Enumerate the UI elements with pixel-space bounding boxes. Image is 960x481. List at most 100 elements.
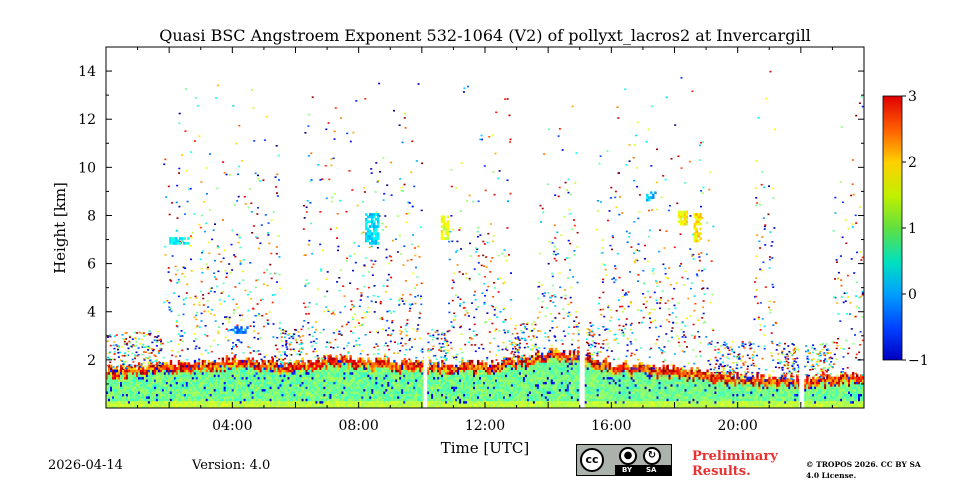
heatmap-cell bbox=[568, 383, 572, 387]
heatmap-cell bbox=[556, 405, 560, 408]
heatmap-cell bbox=[291, 396, 294, 399]
heatmap-cell bbox=[341, 405, 344, 408]
heatmap-cell bbox=[281, 400, 284, 404]
heatmap-cell bbox=[588, 357, 592, 361]
heatmap-cell bbox=[309, 362, 312, 366]
heatmap-cell bbox=[598, 369, 602, 373]
heatmap-cell bbox=[259, 388, 262, 392]
heatmap-cell bbox=[137, 379, 141, 382]
heatmap-cell bbox=[536, 405, 540, 408]
heatmap-cell bbox=[122, 398, 125, 402]
heatmap-cell bbox=[556, 391, 560, 395]
heatmap-cell bbox=[532, 403, 536, 407]
heatmap-cell bbox=[548, 396, 552, 399]
heatmap-cell bbox=[137, 369, 141, 373]
heatmap-cell bbox=[233, 400, 237, 404]
heatmap-cell bbox=[359, 388, 362, 392]
heatmap-cell bbox=[445, 371, 448, 375]
heatmap-cell bbox=[435, 393, 438, 397]
heatmap-cell bbox=[267, 367, 270, 370]
heatmap-cell bbox=[608, 391, 612, 395]
heatmap-cell bbox=[199, 371, 203, 375]
heatmap-cell bbox=[341, 393, 344, 397]
heatmap-cell bbox=[572, 396, 576, 399]
heatmap-cell bbox=[359, 379, 362, 382]
heatmap-cell bbox=[161, 386, 165, 390]
heatmap-cell bbox=[209, 369, 213, 373]
heatmap-cell bbox=[221, 369, 225, 373]
heatmap-cell bbox=[293, 367, 296, 370]
heatmap-cell bbox=[193, 367, 197, 370]
heatmap-cell bbox=[315, 383, 318, 387]
heatmap-cell bbox=[213, 359, 217, 363]
heatmap-cell bbox=[604, 381, 608, 385]
heatmap-cell bbox=[221, 386, 225, 390]
heatmap-cell bbox=[303, 383, 306, 387]
heatmap-cell bbox=[155, 383, 159, 387]
heatmap-cell bbox=[355, 376, 358, 380]
heatmap-cell bbox=[598, 405, 602, 408]
heatmap-cell bbox=[359, 386, 362, 390]
heatmap-cell bbox=[253, 369, 256, 373]
heatmap-cell bbox=[606, 381, 610, 385]
heatmap-cell bbox=[477, 393, 480, 397]
heatmap-cell bbox=[197, 386, 201, 390]
heatmap-cell bbox=[445, 379, 448, 382]
heatmap-cell bbox=[516, 388, 520, 392]
heatmap-cell bbox=[124, 393, 127, 397]
heatmap-cell bbox=[187, 386, 191, 390]
heatmap-cell bbox=[407, 374, 410, 378]
heatmap-cell bbox=[225, 367, 229, 370]
heatmap-cell bbox=[371, 386, 374, 390]
heatmap-cell bbox=[167, 396, 171, 399]
heatmap-cell bbox=[353, 376, 356, 380]
heatmap-cell bbox=[562, 374, 566, 378]
heatmap-cell bbox=[311, 403, 314, 407]
heatmap-cell bbox=[110, 383, 113, 387]
heatmap-cell bbox=[319, 388, 322, 392]
heatmap-cell bbox=[249, 403, 252, 407]
heatmap-cell bbox=[475, 379, 478, 382]
heatmap-cell bbox=[413, 396, 416, 399]
heatmap-cell bbox=[305, 388, 308, 392]
heatmap-cell bbox=[401, 371, 404, 375]
heatmap-cell bbox=[327, 393, 330, 397]
heatmap-cell bbox=[489, 391, 492, 395]
heatmap-cell bbox=[435, 376, 438, 380]
heatmap-cell bbox=[503, 367, 506, 370]
heatmap-cell bbox=[562, 386, 566, 390]
heatmap-cell bbox=[437, 396, 440, 399]
heatmap-cell bbox=[325, 371, 328, 375]
heatmap-cell bbox=[588, 359, 592, 363]
heatmap-cell bbox=[359, 391, 362, 395]
heatmap-cell bbox=[405, 388, 408, 392]
heatmap-cell bbox=[225, 403, 229, 407]
heatmap-cell bbox=[351, 383, 354, 387]
heatmap-cell bbox=[586, 367, 590, 370]
heatmap-cell bbox=[381, 393, 384, 397]
heatmap-cell bbox=[556, 398, 560, 402]
heatmap-cell bbox=[239, 364, 242, 368]
heatmap-cell bbox=[574, 396, 578, 399]
heatmap-cell bbox=[143, 396, 147, 399]
heatmap-cell bbox=[247, 383, 250, 387]
heatmap-cell bbox=[175, 391, 179, 395]
heatmap-cell bbox=[271, 376, 274, 380]
heatmap-cell bbox=[293, 386, 296, 390]
heatmap-cell bbox=[317, 405, 320, 408]
heatmap-cell bbox=[385, 362, 388, 366]
heatmap-cell bbox=[141, 393, 145, 397]
heatmap-cell bbox=[313, 403, 316, 407]
heatmap-cell bbox=[596, 374, 600, 378]
heatmap-cell bbox=[201, 396, 205, 399]
heatmap-cell bbox=[546, 374, 550, 378]
heatmap-cell bbox=[367, 400, 370, 404]
heatmap-cell bbox=[211, 391, 215, 395]
heatmap-cell bbox=[271, 400, 274, 404]
heatmap-cell bbox=[199, 400, 203, 404]
heatmap-cell bbox=[141, 376, 145, 380]
heatmap-cell bbox=[407, 383, 410, 387]
heatmap-cell bbox=[225, 369, 229, 373]
heatmap-cell bbox=[361, 369, 364, 373]
heatmap-cell bbox=[435, 391, 438, 395]
